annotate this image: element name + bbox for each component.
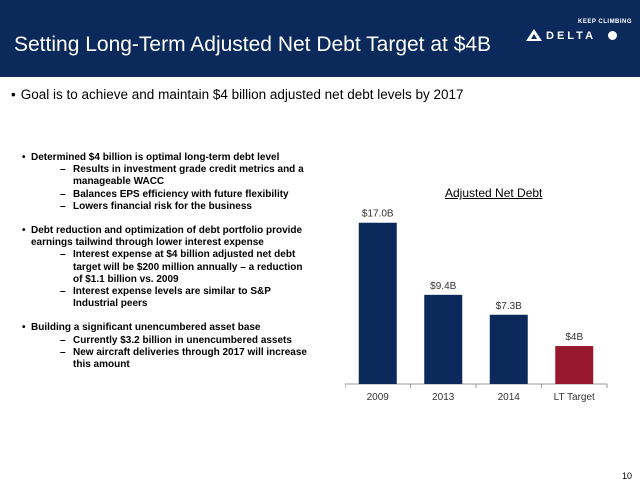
sub-bullet: – New aircraft deliveries through 2017 wi… bbox=[31, 347, 312, 371]
dash-icon: – bbox=[60, 334, 66, 346]
goal-statement: • Goal is to achieve and maintain $4 bill… bbox=[11, 87, 464, 102]
bullet-item: • Building a significant unencumbered ass… bbox=[22, 322, 312, 371]
sub-bullet: – Currently $3.2 billion in unencumbered … bbox=[31, 335, 312, 347]
x-tick-label: 2009 bbox=[367, 392, 390, 403]
sub-bullet-text: Balances EPS efficiency with future flex… bbox=[73, 188, 289, 200]
dash-icon: – bbox=[60, 286, 66, 298]
bullet-list: • Determined $4 billion is optimal long-t… bbox=[22, 152, 312, 383]
sub-bullet: – Interest expense at $4 billion adjusted… bbox=[31, 249, 312, 286]
bar bbox=[424, 294, 463, 384]
chart-title: Adjusted Net Debt bbox=[445, 186, 543, 200]
bullet-text: Building a significant unencumbered asse… bbox=[31, 322, 261, 334]
bar bbox=[489, 314, 528, 384]
sub-bullet-text: New aircraft deliveries through 2017 wil… bbox=[73, 346, 307, 371]
bar-chart: $17.0B 2009 $9.4B 2013 $7.3B 2014 $4B LT Target bbox=[345, 209, 608, 403]
bar bbox=[358, 222, 397, 384]
dash-icon: – bbox=[60, 346, 66, 358]
goal-text: Goal is to achieve and maintain $4 billi… bbox=[20, 87, 464, 102]
bullet-text: Debt reduction and optimization of debt … bbox=[31, 225, 303, 249]
bullet-dot-icon: • bbox=[11, 87, 16, 102]
dash-icon: – bbox=[60, 188, 66, 200]
bullet-dot-icon: • bbox=[22, 225, 26, 237]
sub-bullet-text: Currently $3.2 billion in unencumbered a… bbox=[73, 334, 292, 346]
logo-wordmark: DELTA bbox=[546, 30, 597, 42]
sub-bullet-text: Results in investment grade credit metri… bbox=[73, 164, 304, 188]
delta-widget-icon bbox=[526, 29, 542, 41]
bullet-dot-icon: • bbox=[22, 322, 26, 334]
bullet-text: Determined $4 billion is optimal long-te… bbox=[31, 152, 280, 163]
x-tick-label: 2013 bbox=[432, 392, 455, 403]
header-bar: Setting Long-Term Adjusted Net Debt Targ… bbox=[0, 0, 640, 77]
sub-bullet-text: Lowers financial risk for the business bbox=[73, 200, 252, 212]
slide-title: Setting Long-Term Adjusted Net Debt Targ… bbox=[14, 33, 492, 56]
bar-value-label: $7.3B bbox=[496, 301, 522, 312]
sub-bullet: – Balances EPS efficiency with future fle… bbox=[31, 189, 312, 201]
bar bbox=[555, 346, 594, 384]
bullet-dot-icon: • bbox=[22, 152, 26, 163]
x-tick-label: 2014 bbox=[498, 392, 521, 403]
sub-bullet: – Lowers financial risk for the business bbox=[31, 201, 312, 213]
logo-seal-icon bbox=[608, 31, 617, 40]
bullet-item: • Determined $4 billion is optimal long-t… bbox=[22, 152, 312, 213]
sub-bullet: – Results in investment grade credit metr… bbox=[31, 164, 312, 188]
bar-value-label: $9.4B bbox=[430, 281, 456, 292]
bullet-item: • Debt reduction and optimization of debt… bbox=[22, 225, 312, 310]
sub-bullet-text: Interest expense levels are similar to S… bbox=[73, 286, 271, 310]
bar-value-label: $4B bbox=[565, 332, 583, 343]
x-tick-label: LT Target bbox=[554, 392, 595, 403]
dash-icon: – bbox=[60, 249, 66, 261]
page-number: 10 bbox=[622, 471, 633, 481]
dash-icon: – bbox=[60, 164, 66, 176]
bar-value-label: $17.0B bbox=[362, 209, 394, 220]
dash-icon: – bbox=[60, 200, 66, 212]
sub-bullet-text: Interest expense at $4 billion adjusted … bbox=[73, 249, 303, 285]
logo-tagline: KEEP CLIMBING bbox=[578, 19, 633, 25]
sub-bullet: – Interest expense levels are similar to … bbox=[31, 286, 312, 310]
